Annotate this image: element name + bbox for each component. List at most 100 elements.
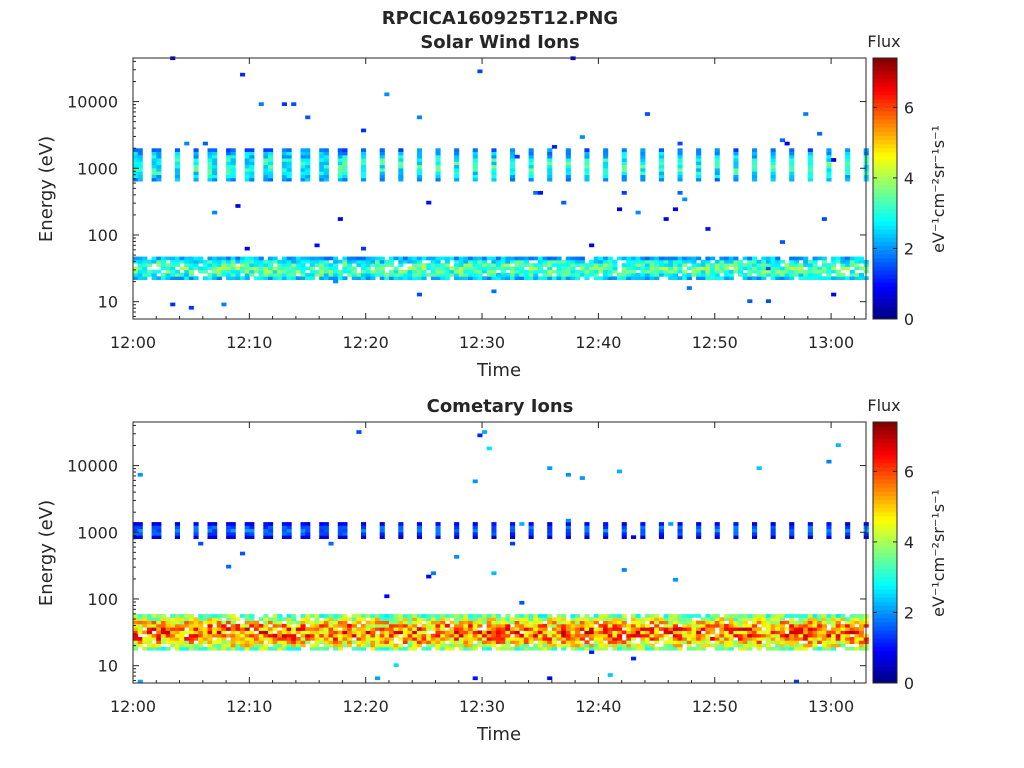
heatmap-cell: [607, 266, 613, 271]
heatmap-cell: [491, 161, 497, 166]
heatmap-cell: [505, 263, 511, 267]
heatmap-cell: [663, 617, 669, 621]
heatmap-cell: [384, 643, 390, 648]
heatmap-cell: [803, 259, 809, 264]
heatmap-cell: [412, 627, 418, 631]
heatmap-cell: [724, 633, 730, 638]
heatmap-cell: [398, 161, 404, 166]
heatmap-cell: [188, 620, 194, 625]
heatmap-cell: [710, 643, 716, 648]
heatmap-cell: [370, 646, 376, 651]
heatmap-cell: [696, 164, 702, 169]
heatmap-cell: [761, 617, 767, 621]
heatmap-cell: [826, 161, 832, 166]
heatmap-cell: [398, 627, 404, 631]
heatmap-cell: [556, 269, 562, 274]
heatmap-cell: [319, 532, 325, 536]
heatmap-cell: [295, 646, 301, 651]
heatmap-cell: [533, 627, 539, 631]
heatmap-cell: [770, 161, 776, 166]
heatmap-cell: [528, 151, 534, 156]
heatmap-cell: [393, 623, 399, 628]
heatmap-cell: [184, 273, 190, 277]
colorbar-segment: [873, 123, 897, 128]
heatmap-cell: [328, 637, 334, 641]
heatmap-cell: [202, 266, 208, 271]
heatmap-cell: [430, 266, 436, 271]
heatmap-cell: [510, 637, 516, 641]
heatmap-cell: [379, 640, 385, 644]
heatmap-cell: [761, 614, 767, 618]
heatmap-cell: [728, 640, 734, 644]
heatmap-cell: [528, 614, 534, 618]
heatmap-cell: [761, 633, 767, 638]
heatmap-cell: [537, 623, 543, 628]
colorbar-segment: [873, 446, 897, 452]
heatmap-cell: [435, 617, 441, 621]
heatmap-cell: [710, 620, 716, 625]
heatmap-cell: [691, 633, 697, 638]
heatmap-cell: [156, 637, 162, 641]
heatmap-cell: [216, 614, 222, 618]
heatmap-cell: [733, 528, 739, 533]
heatmap-cell: [137, 174, 143, 179]
heatmap-cell: [133, 158, 139, 162]
heatmap-cell: [831, 614, 837, 618]
heatmap-cell: [696, 256, 702, 261]
heatmap-cell: [389, 630, 395, 635]
heatmap-cell: [570, 256, 576, 261]
heatmap-cell: [323, 637, 329, 641]
heatmap-cell: [319, 174, 325, 179]
heatmap-cell: [607, 256, 613, 261]
heatmap-cell: [603, 177, 609, 182]
heatmap-cell: [854, 637, 860, 641]
heatmap-cell: [416, 256, 422, 261]
heatmap-cell: [738, 637, 744, 641]
heatmap-cell: [361, 637, 367, 641]
heatmap-cell: [249, 174, 255, 179]
heatmap-cell: [249, 273, 255, 277]
heatmap-cell: [770, 535, 776, 539]
heatmap-cell: [738, 646, 744, 651]
heatmap-cell: [263, 614, 269, 618]
heatmap-cell: [519, 266, 525, 271]
heatmap-cell: [807, 164, 813, 169]
heatmap-cell: [747, 630, 753, 635]
heatmap-cell: [193, 154, 199, 159]
heatmap-cell: [430, 276, 436, 280]
heatmap-cell: [342, 164, 348, 169]
heatmap-cell: [640, 620, 646, 625]
heatmap-cell: [337, 643, 343, 648]
heatmap-cell: [793, 269, 799, 274]
heatmap-cell: [444, 263, 450, 267]
heatmap-cell: [430, 643, 436, 648]
heatmap-cell: [556, 266, 562, 271]
heatmap-cell: [416, 528, 422, 533]
heatmap-cell: [547, 466, 553, 470]
colorbar-segment: [873, 306, 897, 312]
heatmap-cell: [365, 643, 371, 648]
heatmap-cell: [333, 623, 339, 628]
heatmap-cell: [542, 643, 548, 648]
heatmap-cell: [365, 266, 371, 271]
heatmap-cell: [854, 617, 860, 621]
heatmap-cell: [188, 630, 194, 635]
heatmap-cell: [254, 633, 260, 638]
heatmap-cell: [696, 646, 702, 651]
heatmap-cell: [323, 532, 329, 536]
heatmap-cell: [598, 276, 604, 280]
heatmap-cell: [309, 276, 315, 280]
heatmap-cell: [775, 276, 781, 280]
heatmap-cell: [589, 633, 595, 638]
heatmap-cell: [221, 627, 227, 631]
heatmap-cell: [347, 637, 353, 641]
heatmap-cell: [649, 617, 655, 621]
heatmap-cell: [658, 259, 664, 264]
heatmap-cell: [631, 535, 637, 539]
heatmap-cell: [589, 643, 595, 648]
heatmap-cell: [621, 630, 627, 635]
heatmap-cell: [686, 646, 692, 651]
heatmap-cell: [640, 617, 646, 621]
heatmap-cell: [174, 177, 180, 182]
colorbar-segment: [873, 442, 897, 447]
